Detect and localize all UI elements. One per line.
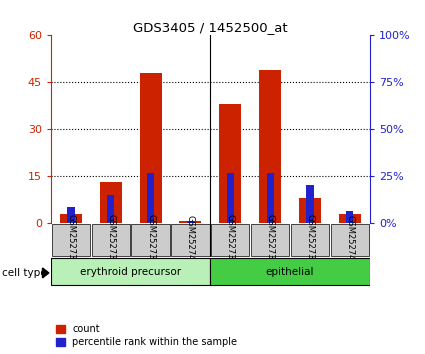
Text: GSM252737: GSM252737 [266,215,275,265]
Bar [210,258,370,285]
Bar [67,207,74,223]
Polygon shape [42,268,49,278]
Bar [100,182,122,223]
Bar [171,224,210,256]
Text: GSM252738: GSM252738 [146,215,155,265]
Bar [339,214,361,223]
Bar [51,258,210,285]
Bar [291,224,329,256]
Title: GDS3405 / 1452500_at: GDS3405 / 1452500_at [133,21,288,34]
Text: cell type: cell type [2,268,47,278]
Text: GSM252739: GSM252739 [306,215,314,265]
Bar [107,195,114,223]
Bar [187,221,194,223]
Text: GSM252734: GSM252734 [66,215,75,265]
Text: epithelial: epithelial [266,267,314,277]
Bar [346,211,354,223]
Bar [131,224,170,256]
Bar [92,224,130,256]
Text: erythroid precursor: erythroid precursor [80,267,181,277]
Bar [140,73,162,223]
Text: GSM252736: GSM252736 [106,215,115,265]
Bar [306,185,314,223]
Bar [266,173,274,223]
Legend: count, percentile rank within the sample: count, percentile rank within the sample [56,325,238,347]
Text: GSM252740: GSM252740 [186,215,195,265]
Bar [331,224,369,256]
Bar [251,224,289,256]
Bar [219,104,241,223]
Bar [259,70,281,223]
Bar [211,224,249,256]
Bar [299,198,321,223]
Text: GSM252735: GSM252735 [226,215,235,265]
Text: GSM252741: GSM252741 [346,215,354,265]
Bar [227,173,234,223]
Bar [179,221,201,223]
Bar [52,224,90,256]
Bar [60,214,82,223]
Bar [147,173,154,223]
